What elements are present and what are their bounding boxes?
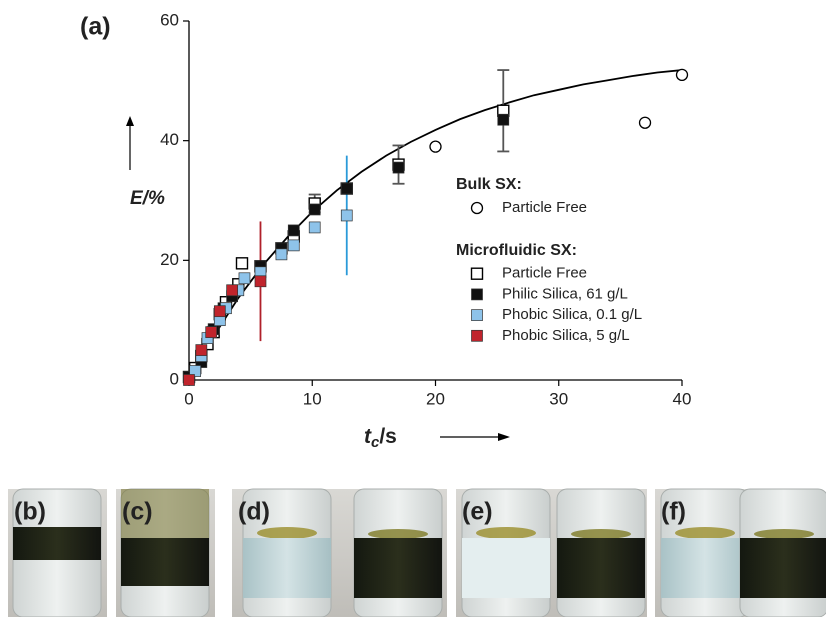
legend-label: Particle Free (502, 199, 587, 216)
marker-square (340, 209, 353, 222)
marker-square (497, 113, 510, 126)
photo-label: (e) (462, 498, 493, 526)
x-tick-label: 30 (549, 389, 568, 408)
y-tick-label: 0 (170, 369, 179, 388)
x-tick-label: 40 (673, 389, 692, 408)
marker-square (189, 365, 202, 377)
y-tick-label: 40 (160, 130, 179, 149)
marker-square (340, 182, 353, 195)
vial-foam (476, 527, 536, 539)
marker-square (275, 248, 288, 261)
x-arrow-head (498, 433, 510, 441)
x-label-unit: /s (379, 425, 397, 448)
x-tick-label: 20 (426, 389, 445, 408)
marker-circle (675, 68, 689, 81)
legend-marker (471, 309, 483, 321)
photo-label: (c) (122, 498, 153, 526)
legend-marker (470, 201, 484, 215)
x-label-main: t (364, 425, 372, 448)
vial-liquid (661, 538, 749, 598)
vial-foam (257, 527, 317, 539)
vial-residue (121, 489, 209, 539)
legend-marker (470, 267, 484, 280)
x-label-sub: c (371, 434, 380, 451)
vial-foam (675, 527, 735, 539)
marker-square (254, 275, 267, 288)
marker-square (235, 257, 249, 270)
legend-marker (471, 329, 483, 342)
vial-foam (571, 529, 631, 539)
x-axis-label: tc/s (364, 425, 397, 451)
vial-liquid (557, 538, 645, 598)
legend-marker (471, 288, 483, 301)
y-tick-label: 20 (160, 250, 179, 269)
vial-liquid (462, 538, 550, 598)
legend-label: Phobic Silica, 5 g/L (502, 327, 630, 344)
legend-label: Philic Silica, 61 g/L (502, 285, 628, 302)
marker-square (226, 284, 238, 297)
panel-label: (a) (80, 13, 111, 41)
marker-square (308, 221, 321, 234)
x-tick-label: 0 (184, 389, 193, 408)
y-tick-label: 60 (160, 10, 179, 29)
marker-square (287, 239, 300, 252)
marker-circle (638, 116, 652, 129)
legend-label: Phobic Silica, 0.1 g/L (502, 306, 642, 323)
vial-liquid (121, 538, 209, 586)
photo-label: (f) (661, 498, 686, 526)
legend-group-title: Microfluidic SX: (456, 242, 577, 259)
vial-liquid (740, 538, 826, 598)
marker-square (308, 203, 321, 216)
y-axis-label: E/% (130, 188, 165, 209)
legend-label: Particle Free (502, 265, 587, 282)
fit-curve (188, 69, 683, 381)
marker-square (392, 161, 405, 174)
photo-label: (b) (14, 498, 46, 526)
x-tick-label: 10 (303, 389, 322, 408)
vial-liquid (354, 538, 442, 598)
vial-foam (368, 529, 428, 539)
legend-group-title: Bulk SX: (456, 176, 522, 193)
marker-square (183, 374, 195, 386)
photo-label: (d) (238, 498, 270, 526)
marker-circle (429, 140, 442, 153)
marker-square (205, 326, 218, 338)
marker-square (238, 272, 251, 285)
marker-square (287, 224, 300, 237)
marker-square (195, 344, 208, 356)
photo-row: (b) (c) (d) (e) (f) (8, 488, 826, 617)
vial-foam (754, 529, 814, 539)
vial-liquid (13, 527, 101, 560)
vial-liquid (243, 538, 331, 598)
y-arrow-head (126, 116, 134, 126)
marker-square (213, 305, 226, 318)
